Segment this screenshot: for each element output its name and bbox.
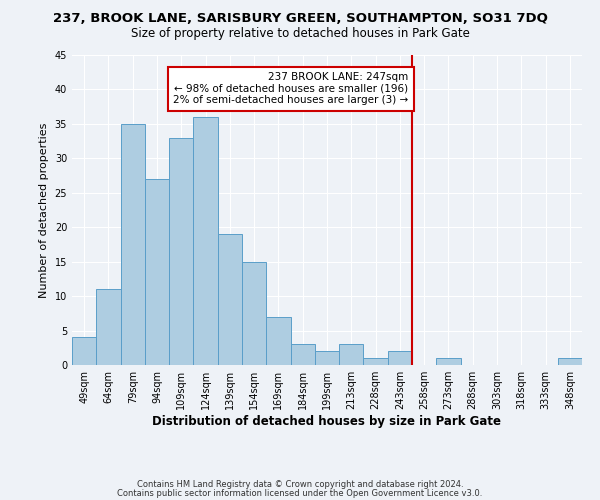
Text: Contains public sector information licensed under the Open Government Licence v3: Contains public sector information licen… bbox=[118, 489, 482, 498]
Y-axis label: Number of detached properties: Number of detached properties bbox=[39, 122, 49, 298]
X-axis label: Distribution of detached houses by size in Park Gate: Distribution of detached houses by size … bbox=[152, 415, 502, 428]
Bar bbox=[266, 317, 290, 365]
Bar bbox=[290, 344, 315, 365]
Text: Contains HM Land Registry data © Crown copyright and database right 2024.: Contains HM Land Registry data © Crown c… bbox=[137, 480, 463, 489]
Text: Size of property relative to detached houses in Park Gate: Size of property relative to detached ho… bbox=[131, 28, 469, 40]
Bar bbox=[339, 344, 364, 365]
Bar bbox=[315, 351, 339, 365]
Bar bbox=[121, 124, 145, 365]
Text: 237, BROOK LANE, SARISBURY GREEN, SOUTHAMPTON, SO31 7DQ: 237, BROOK LANE, SARISBURY GREEN, SOUTHA… bbox=[53, 12, 547, 26]
Bar bbox=[218, 234, 242, 365]
Bar bbox=[193, 117, 218, 365]
Text: 237 BROOK LANE: 247sqm
← 98% of detached houses are smaller (196)
2% of semi-det: 237 BROOK LANE: 247sqm ← 98% of detached… bbox=[173, 72, 409, 106]
Bar bbox=[388, 351, 412, 365]
Bar bbox=[558, 358, 582, 365]
Bar bbox=[242, 262, 266, 365]
Bar bbox=[364, 358, 388, 365]
Bar bbox=[145, 179, 169, 365]
Bar bbox=[96, 289, 121, 365]
Bar bbox=[436, 358, 461, 365]
Bar bbox=[72, 338, 96, 365]
Bar bbox=[169, 138, 193, 365]
